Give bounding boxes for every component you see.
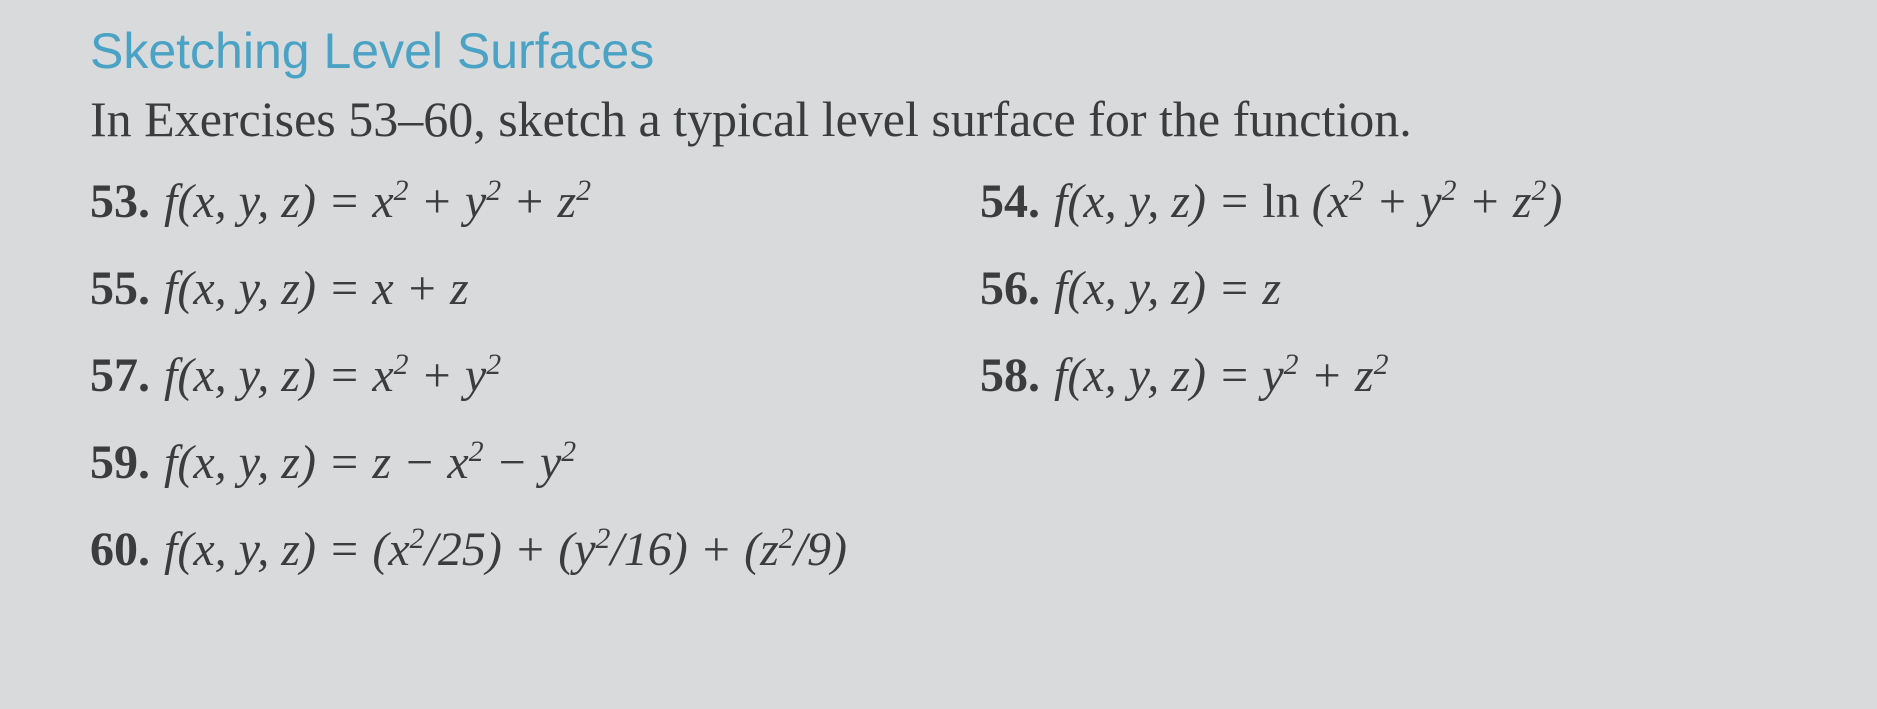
problem-57: 57. f(x, y, z) = x2 + y2 (90, 348, 960, 403)
problem-number: 60. (90, 523, 150, 576)
problem-58: 58. f(x, y, z) = y2 + z2 (980, 348, 1787, 403)
problem-number: 58. (980, 349, 1040, 402)
problem-expression: f(x, y, z) = x2 + y2 (164, 349, 501, 402)
problem-53: 53. f(x, y, z) = x2 + y2 + z2 (90, 174, 960, 229)
section-heading: Sketching Level Surfaces (90, 22, 1787, 80)
problem-number: 56. (980, 262, 1040, 315)
problem-number: 55. (90, 262, 150, 315)
problem-expression: f(x, y, z) = z − x2 − y2 (164, 436, 576, 489)
problem-56: 56. f(x, y, z) = z (980, 261, 1787, 316)
problem-expression: f(x, y, z) = (x2/25) + (y2/16) + (z2/9) (164, 523, 847, 576)
problem-grid: 53. f(x, y, z) = x2 + y2 + z2 54. f(x, y, z… (90, 174, 1787, 577)
problem-number: 57. (90, 349, 150, 402)
problem-54: 54. f(x, y, z) = ln (x2 + y2 + z2) (980, 174, 1787, 229)
problem-expression: f(x, y, z) = z (1054, 262, 1281, 315)
problem-number: 54. (980, 175, 1040, 228)
problem-number: 59. (90, 436, 150, 489)
problem-expression: f(x, y, z) = x + z (164, 262, 469, 315)
problem-number: 53. (90, 175, 150, 228)
problem-expression: f(x, y, z) = x2 + y2 + z2 (164, 175, 591, 228)
problem-expression: f(x, y, z) = ln (x2 + y2 + z2) (1054, 175, 1562, 228)
problem-expression: f(x, y, z) = y2 + z2 (1054, 349, 1388, 402)
exercise-page: Sketching Level Surfaces In Exercises 53… (0, 0, 1877, 577)
problem-60: 60. f(x, y, z) = (x2/25) + (y2/16) + (z2/… (90, 522, 1787, 577)
problem-59: 59. f(x, y, z) = z − x2 − y2 (90, 435, 1787, 490)
problem-55: 55. f(x, y, z) = x + z (90, 261, 960, 316)
instruction-text: In Exercises 53–60, sketch a typical lev… (90, 90, 1787, 148)
